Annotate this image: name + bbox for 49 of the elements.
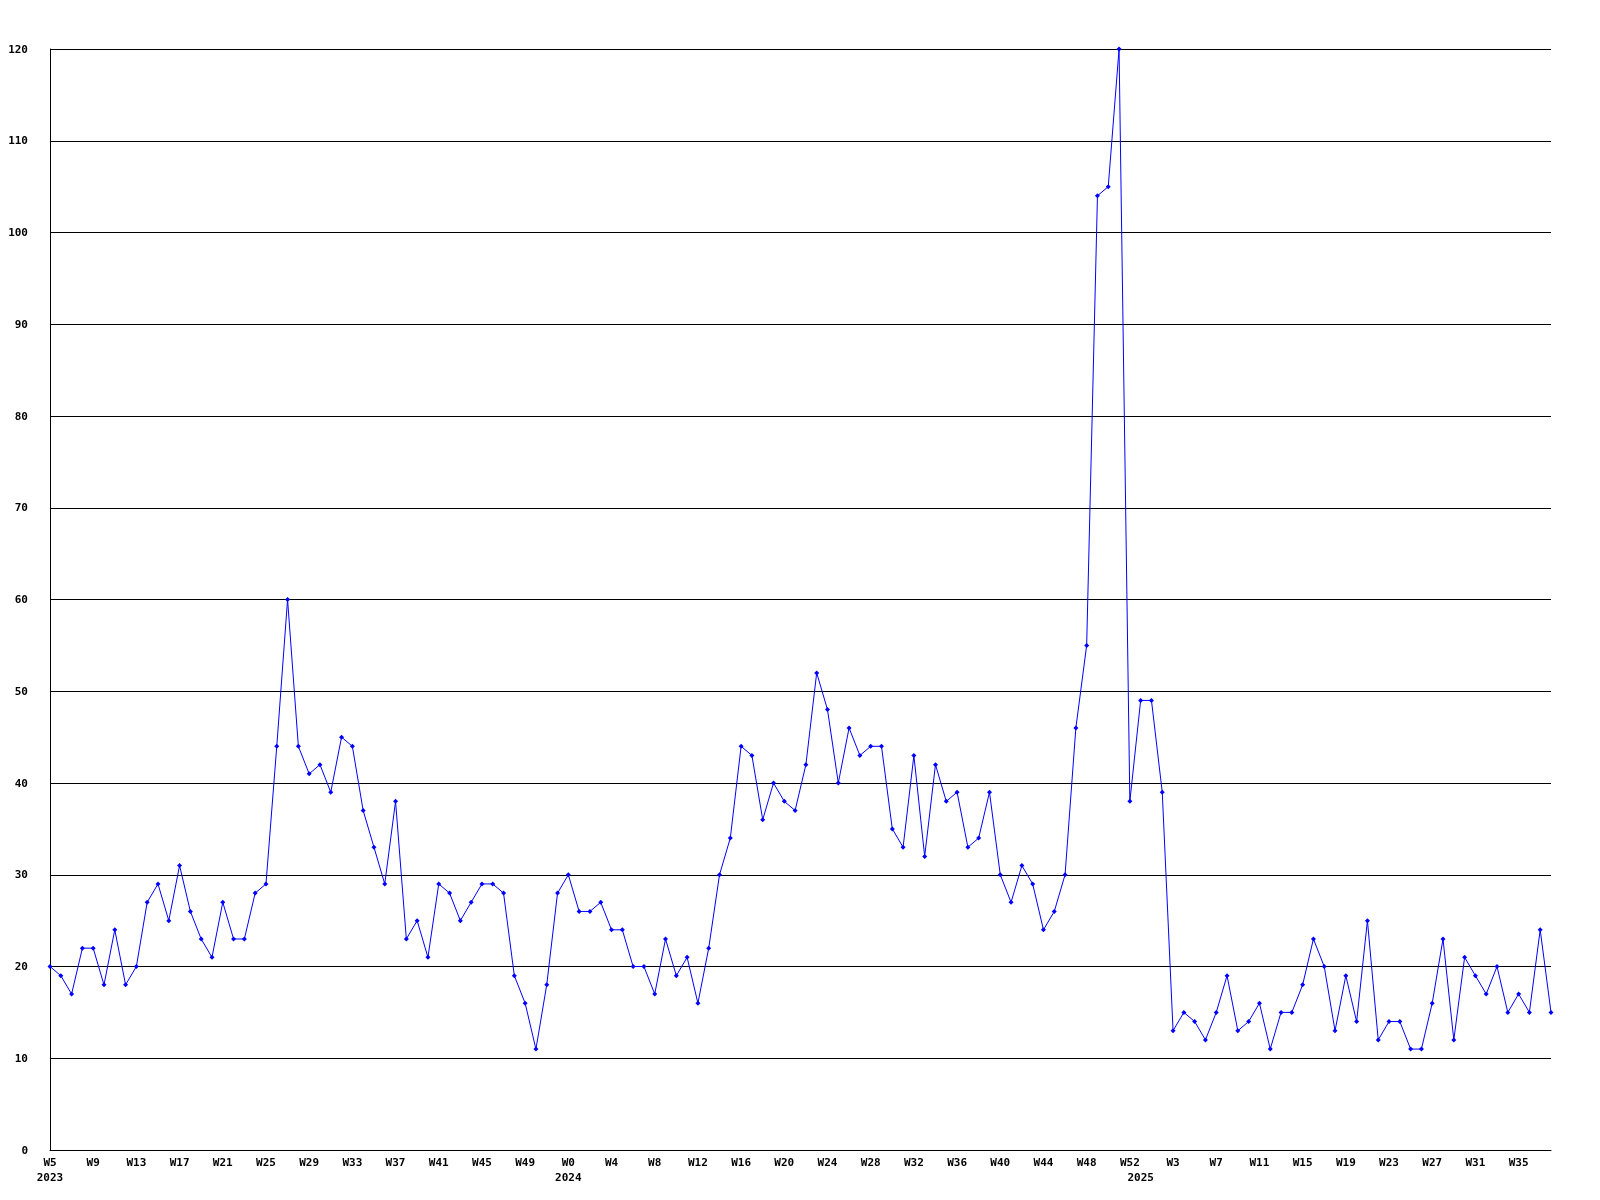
x-tick-label: W33 [342, 1156, 363, 1169]
x-tick-label: W52 [1119, 1156, 1140, 1169]
y-tick-label: 100 [8, 226, 28, 239]
x-tick-label: W25 [256, 1156, 276, 1169]
x-tick-label: W27 [1422, 1156, 1443, 1169]
y-tick-label: 110 [8, 134, 28, 148]
x-tick-label: W15 [1292, 1156, 1313, 1169]
y-tick-label: 20 [14, 960, 28, 973]
x-tick-label: W17 [169, 1156, 190, 1169]
y-tick-label: 30 [14, 868, 28, 882]
x-tick-label: W31 [1465, 1156, 1486, 1169]
x-tick-label: W28 [860, 1156, 881, 1169]
x-tick-label: W9 [86, 1156, 100, 1169]
x-tick-label: W4 [604, 1156, 619, 1169]
x-tick-label: W21 [212, 1156, 234, 1169]
y-tick-label: 40 [14, 776, 28, 790]
x-tick-label: W19 [1335, 1156, 1356, 1169]
x-tick-label: W5 2023 [36, 1156, 64, 1184]
x-tick-label: W8 [648, 1156, 662, 1169]
y-tick-label: 0 [21, 1143, 28, 1157]
x-tick-label: 2025 [1127, 1171, 1154, 1184]
y-tick-label: 80 [14, 409, 28, 423]
x-tick-label: W44 [1033, 1156, 1054, 1169]
x-tick-label: W16 [731, 1156, 752, 1169]
x-tick-label: W13 [126, 1156, 147, 1169]
y-tick-label: 120 [8, 42, 28, 56]
x-tick-label: W29 [299, 1156, 320, 1169]
x-tick-label: W12 [687, 1156, 708, 1169]
x-tick-label: W7 [1209, 1156, 1223, 1169]
y-tick-label: 60 [14, 593, 28, 606]
x-tick-label: W35 [1508, 1156, 1529, 1169]
x-tick-label: W20 [774, 1156, 795, 1169]
x-tick-label: W48 [1076, 1156, 1097, 1169]
y-tick-label: 70 [14, 501, 28, 515]
x-tick-label: W36 [947, 1156, 968, 1169]
x-tick-label: W40 [990, 1156, 1011, 1169]
x-tick-label: W24 [817, 1156, 838, 1169]
x-tick-label: W0 2024 [555, 1156, 582, 1184]
y-tick-label: 90 [14, 317, 28, 331]
x-tick-label: W45 [472, 1156, 492, 1169]
x-tick-label: W23 [1379, 1156, 1399, 1169]
y-tick-label: 50 [14, 684, 28, 698]
x-tick-label: W32 [903, 1156, 924, 1169]
x-tick-label: W37 [385, 1156, 406, 1169]
y-tick-label: 10 [14, 1051, 28, 1065]
x-tick-label: W41 [428, 1156, 450, 1169]
x-tick-label: W49 [515, 1156, 536, 1169]
x-tick-label: W3 [1166, 1156, 1180, 1169]
x-tick-label: W11 [1249, 1156, 1270, 1169]
